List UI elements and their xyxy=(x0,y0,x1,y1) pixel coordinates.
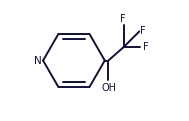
Text: F: F xyxy=(119,14,125,24)
Text: N: N xyxy=(33,56,41,65)
Text: F: F xyxy=(140,26,146,36)
Text: OH: OH xyxy=(101,83,117,93)
Text: F: F xyxy=(143,42,148,52)
